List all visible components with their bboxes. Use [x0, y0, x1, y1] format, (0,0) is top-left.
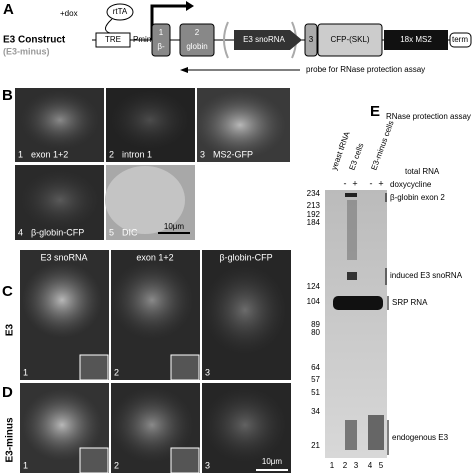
scale-bar: 10μm	[164, 222, 185, 231]
image-number: 2	[114, 367, 119, 377]
image-number: 1	[23, 460, 28, 470]
lane-label: E3-minus cells	[369, 119, 395, 171]
lane-label: E3 cells	[347, 142, 365, 171]
size-marker: 34	[311, 407, 320, 416]
image-label: intron 1	[122, 149, 152, 159]
lane-number: 4	[368, 461, 373, 470]
band-label: endogenous E3	[392, 433, 449, 442]
lane-number: 5	[379, 461, 384, 470]
total-rna-label: total RNA	[405, 167, 440, 176]
panel-letter: A	[3, 1, 14, 18]
image-number: 3	[205, 367, 210, 377]
construct-element: β-	[157, 42, 165, 51]
band-label: induced E3 snoRNA	[390, 271, 463, 280]
size-marker: 89	[311, 320, 320, 329]
panel-letter: E	[370, 103, 380, 120]
lane-number: 3	[354, 461, 359, 470]
construct-element: 18x MS2	[400, 35, 432, 44]
construct-title: E3 Construct	[3, 35, 66, 46]
row-label: E3	[5, 323, 16, 336]
panel-letter: D	[2, 384, 13, 401]
size-marker: 51	[311, 388, 320, 397]
image-number: 3	[200, 149, 205, 159]
assay-title: RNase protection assay	[386, 112, 471, 121]
panel-letter: C	[2, 283, 13, 300]
construct-element: 3	[309, 35, 314, 44]
construct-element: 2	[195, 28, 200, 37]
lane-number: 1	[330, 461, 335, 470]
image-number: 4	[18, 227, 23, 237]
construct-element: TRE	[105, 35, 121, 44]
image-label: MS2-GFP	[213, 149, 253, 159]
probe-label: probe for RNase protection assay	[306, 65, 425, 74]
image-number: 1	[18, 149, 23, 159]
size-marker: 21	[311, 441, 320, 450]
construct-element: E3 snoRNA	[243, 35, 285, 44]
column-title: E3 snoRNA	[40, 252, 87, 262]
construct-element: CFP-(SKL)	[330, 35, 369, 44]
dox-sign: -	[370, 178, 373, 188]
size-marker: 192	[307, 210, 321, 219]
layout	[15, 1, 472, 474]
image-number: 5	[109, 227, 114, 237]
dox-sign: +	[352, 178, 357, 188]
size-marker: 80	[311, 328, 320, 337]
image-label: β-globin-CFP	[31, 227, 84, 237]
column-title: β-globin-CFP	[219, 252, 272, 262]
panel-letter: B	[2, 87, 13, 104]
construct-subtitle: (E3-minus)	[3, 46, 50, 56]
construct-element: Pmin	[133, 35, 151, 44]
column-title: exon 1+2	[136, 252, 173, 262]
dox-label: +dox	[60, 9, 78, 18]
construct-element: 1	[159, 28, 164, 37]
image-number: 2	[114, 460, 119, 470]
lane-number: 2	[343, 461, 348, 470]
size-marker: 64	[311, 363, 320, 372]
size-marker: 124	[307, 282, 321, 291]
size-marker: 234	[307, 189, 321, 198]
activator-label: rtTA	[113, 7, 128, 16]
construct-element: globin	[186, 42, 207, 51]
doxycycline-label: doxycycline	[390, 180, 432, 189]
row-label: E3-minus	[5, 417, 16, 462]
scale-bar: 10μm	[262, 457, 283, 466]
image-number: 2	[109, 149, 114, 159]
dox-sign: -	[344, 178, 347, 188]
band-label: β-globin exon 2	[390, 193, 445, 202]
size-marker: 104	[307, 297, 321, 306]
size-marker: 213	[307, 201, 321, 210]
dox-sign: +	[378, 178, 383, 188]
image-label: exon 1+2	[31, 149, 68, 159]
size-marker: 184	[307, 218, 321, 227]
image-number: 1	[23, 367, 28, 377]
size-marker: 57	[311, 375, 320, 384]
image-label: DIC	[122, 227, 138, 237]
construct-element: term	[452, 35, 468, 44]
image-number: 3	[205, 460, 210, 470]
band-label: SRP RNA	[392, 298, 428, 307]
